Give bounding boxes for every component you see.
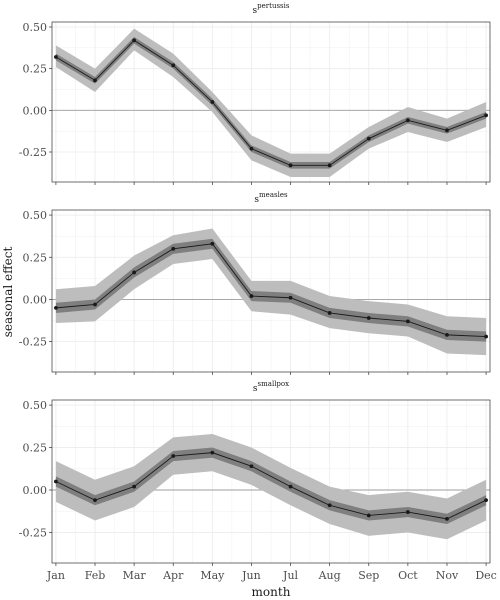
y-tick-label: 0.00: [23, 293, 48, 306]
data-point: [366, 136, 371, 141]
data-point: [210, 100, 215, 104]
y-tick-label: -0.25: [19, 526, 47, 539]
panel-title-sup: measles: [259, 191, 288, 199]
data-point: [210, 241, 215, 246]
data-point: [366, 513, 371, 518]
inner-confidence-band: [55, 447, 487, 524]
data-point: [210, 450, 215, 455]
x-tick-label: Dec: [475, 569, 497, 582]
inner-confidence-band: [55, 37, 487, 169]
data-point: [484, 498, 488, 503]
outer-confidence-band: [55, 28, 487, 178]
data-point: [327, 503, 332, 508]
panel-smallpox: ssmallpox -0.25 0.00 0.25 0.50: [19, 380, 491, 566]
data-point: [288, 295, 293, 300]
y-tick-label: -0.25: [19, 146, 47, 159]
y-tick-label: 0.50: [23, 399, 48, 412]
y-tick-label: 0.50: [23, 21, 48, 34]
data-point: [405, 118, 410, 123]
data-point: [327, 163, 332, 168]
panel-border: [51, 399, 491, 564]
panel-title-base: s: [254, 195, 259, 205]
y-tick-label: 0.00: [23, 104, 48, 117]
x-tick-label: Feb: [85, 569, 106, 582]
y-tick-label: 0.00: [23, 484, 48, 497]
x-tick-label: Mar: [123, 569, 147, 582]
data-point: [405, 510, 410, 514]
data-point: [54, 479, 58, 484]
panel-title-sup: smallpox: [258, 380, 290, 388]
data-point: [445, 516, 449, 521]
panel-border: [51, 21, 491, 183]
x-tick-label: Nov: [436, 569, 459, 582]
data-point: [171, 63, 176, 68]
data-point: [171, 246, 176, 251]
data-point: [445, 332, 449, 337]
panel-title: ssmallpox: [253, 380, 289, 394]
data-point: [54, 305, 58, 310]
data-point: [93, 78, 97, 83]
panel-title-base: s: [253, 384, 258, 394]
data-point: [484, 113, 488, 118]
panel-title-base: s: [253, 6, 258, 16]
panel-measles: smeasles -0.25 0.00 0.25 0.50: [19, 191, 491, 375]
x-tick-label: Aug: [318, 569, 341, 582]
data-point: [171, 454, 176, 458]
y-tick-label: -0.25: [19, 336, 47, 349]
data-point: [327, 311, 332, 315]
data-point: [366, 316, 371, 320]
data-point: [249, 294, 254, 298]
series-line: [55, 243, 487, 338]
y-tick-label: 0.25: [23, 442, 48, 455]
panel-border: [51, 209, 491, 373]
data-point: [484, 334, 488, 339]
data-point: [288, 163, 293, 168]
data-point: [132, 484, 137, 489]
y-tick-label: 0.25: [23, 251, 48, 264]
panel-title-sup: pertussis: [257, 2, 290, 10]
data-point: [93, 302, 97, 307]
data-point: [405, 319, 410, 324]
panel-title: smeasles: [254, 191, 288, 205]
x-tick-label: May: [200, 569, 225, 582]
y-tick-label: 0.50: [23, 209, 48, 222]
data-point: [54, 55, 58, 59]
data-point: [445, 128, 449, 133]
x-tick-label: Jun: [241, 569, 261, 582]
panel-pertussis: spertussis -0.25 0.00 0.25 0.50: [19, 2, 491, 185]
x-tick-label: Apr: [162, 569, 184, 582]
x-axis-title: month: [252, 585, 291, 599]
x-tick-label: Oct: [398, 569, 418, 582]
x-tick-label: Sep: [358, 569, 379, 582]
y-tick-label: 0.25: [23, 63, 48, 76]
series-line: [55, 452, 487, 520]
panel-title: spertussis: [253, 2, 290, 16]
series-line: [55, 39, 487, 166]
x-tick-label: Jan: [46, 569, 65, 582]
data-point: [132, 38, 137, 43]
inner-confidence-band: [55, 238, 487, 342]
x-tick-label: Jul: [282, 569, 298, 582]
data-point: [249, 146, 254, 151]
data-point: [288, 484, 293, 489]
data-point: [249, 464, 254, 469]
y-axis-title: seasonal effect: [1, 247, 15, 338]
data-point: [132, 270, 137, 275]
data-point: [93, 498, 97, 503]
